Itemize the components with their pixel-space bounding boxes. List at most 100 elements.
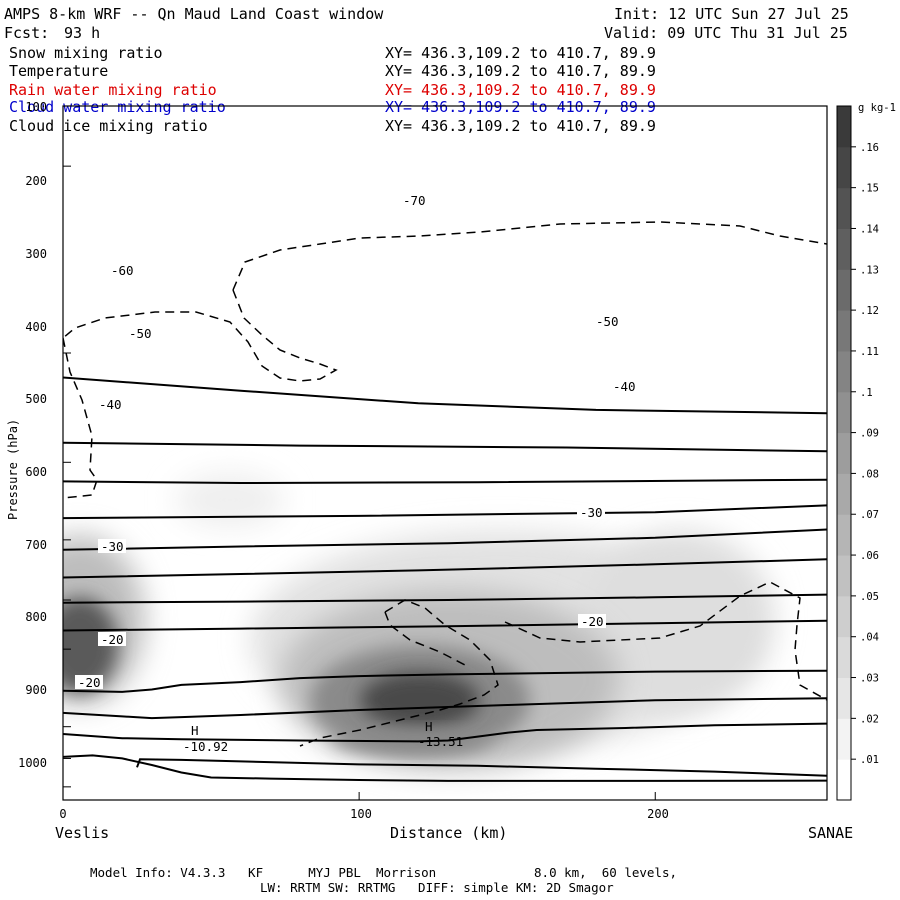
temperature-label: -40 xyxy=(99,397,122,412)
forecast-label: Fcst: xyxy=(4,24,49,42)
colorbar-label: .16 xyxy=(860,142,879,154)
temperature-label: -20 xyxy=(581,614,604,629)
colorbar-label: .12 xyxy=(860,305,879,317)
plot-frame xyxy=(62,105,828,801)
temperature-label: -50 xyxy=(596,314,619,329)
temperature-label: -50 xyxy=(129,326,152,341)
valid-time: Valid: 09 UTC Thu 31 Jul 25 xyxy=(604,24,848,42)
colorbar-label: .02 xyxy=(860,713,879,725)
y-tick-label: 400 xyxy=(25,320,47,334)
colorbar-label: .14 xyxy=(860,223,879,235)
colorbar-cell xyxy=(837,759,851,801)
cloud-ice-contour xyxy=(504,581,827,701)
cloud-ice-contour xyxy=(63,337,98,499)
y-tick-label: 300 xyxy=(25,247,47,261)
colorbar-cell xyxy=(837,146,851,189)
colorbar-label: .08 xyxy=(860,468,879,480)
temperature-label: -40 xyxy=(613,379,636,394)
temperature-contour xyxy=(63,697,827,720)
colorbar-cell xyxy=(837,350,851,393)
y-tick-label: 700 xyxy=(25,538,47,552)
extremum-mark: H xyxy=(191,723,199,738)
colorbar-label: .11 xyxy=(860,346,879,358)
colorbar-cell xyxy=(837,514,851,556)
y-tick-label: 800 xyxy=(25,610,47,624)
colorbar-cell xyxy=(837,473,851,515)
colorbar-cell xyxy=(837,636,851,679)
figure-title: AMPS 8-km WRF -- Qn Maud Land Coast wind… xyxy=(4,5,384,23)
temperature-contour xyxy=(63,528,827,551)
x-axis: 0 100 200 Veslis Distance (km) SANAE xyxy=(55,792,853,842)
x-tick-label: 100 xyxy=(350,807,372,821)
temperature-extrema: H -10.92 H -13.51 xyxy=(183,719,463,754)
temperature-label: -20 xyxy=(101,632,124,647)
y-tick-label: 1000 xyxy=(18,756,47,770)
temperature-contour xyxy=(63,619,827,632)
forecast-hour: 93 h xyxy=(64,24,100,42)
temperature-label: -70 xyxy=(403,193,426,208)
colorbar-cell xyxy=(837,106,851,148)
colorbar-cell xyxy=(837,432,851,474)
cloud-ice-contour xyxy=(232,221,827,291)
snow-mixing-ratio-shading xyxy=(63,472,775,770)
colorbar-label: .05 xyxy=(860,591,879,603)
colorbar-unit: g kg-1 xyxy=(858,102,896,114)
colorbar-cell xyxy=(837,595,851,638)
colorbar: g kg-1 .01 .02 .03 .04 .05 .06 .07 .08 .09 .1 .11.… xyxy=(836,102,896,801)
temperature-contour xyxy=(63,593,827,604)
cloud-ice-contour xyxy=(384,611,466,666)
extremum-value: -13.51 xyxy=(418,734,463,749)
colorbar-label: .13 xyxy=(860,264,879,276)
colorbar-label: .04 xyxy=(860,632,879,644)
colorbar-cell xyxy=(837,269,851,311)
extremum-mark: H xyxy=(425,719,433,734)
temperature-contour xyxy=(136,758,827,777)
cloud-ice-contours xyxy=(63,221,827,747)
colorbar-cell xyxy=(837,310,851,352)
temperature-labels: -70 -60 -50 -50 -40 -40 -30 -30 -20 -20 … xyxy=(75,193,638,690)
temperature-contour xyxy=(63,478,827,485)
field-xy: XY= 436.3,109.2 to 410.7, 89.9 xyxy=(385,81,656,99)
model-info: Model Info: V4.3.3 KF MYJ PBL Morrison 8… xyxy=(90,865,677,880)
x-tick-label: 0 xyxy=(59,807,66,821)
y-tick-label: 900 xyxy=(25,683,47,697)
temperature-label: -30 xyxy=(101,539,124,554)
model-physics: LW: RRTM SW: RRTMG DIFF: simple KM: 2D S… xyxy=(260,880,614,895)
temperature-contour xyxy=(63,669,827,693)
temperature-contour xyxy=(63,441,827,453)
colorbar-label: .09 xyxy=(860,428,879,440)
field-name: Cloud ice mixing ratio xyxy=(9,117,208,135)
temperature-label: -30 xyxy=(580,505,603,520)
colorbar-label: .01 xyxy=(860,754,879,766)
y-axis: 100 200 300 400 500 600 700 800 900 1000… xyxy=(6,100,71,788)
temperature-contour xyxy=(63,722,827,743)
colorbar-cell xyxy=(837,555,851,597)
colorbar-cell xyxy=(837,187,851,229)
colorbar-cell xyxy=(837,677,851,719)
temperature-contour xyxy=(63,558,827,579)
x-axis-label: Distance (km) xyxy=(390,824,507,842)
left-endpoint-label: Veslis xyxy=(55,824,109,842)
init-time: Init: 12 UTC Sun 27 Jul 25 xyxy=(614,5,849,23)
cloud-ice-contour xyxy=(63,289,338,382)
colorbar-cell xyxy=(837,391,851,434)
y-tick-label: 600 xyxy=(25,465,47,479)
cloud-ice-contour xyxy=(299,599,499,747)
temperature-label: -20 xyxy=(78,675,101,690)
y-tick-label: 500 xyxy=(25,392,47,406)
colorbar-cell xyxy=(837,718,851,760)
field-xy: XY= 436.3,109.2 to 410.7, 89.9 xyxy=(385,117,656,135)
y-tick-label: 200 xyxy=(25,174,47,188)
colorbar-label: .15 xyxy=(860,183,879,195)
temperature-contour xyxy=(63,376,827,415)
colorbar-label: .03 xyxy=(860,673,879,685)
y-axis-label: Pressure (hPa) xyxy=(6,419,20,520)
temperature-contour xyxy=(63,504,827,520)
extremum-value: -10.92 xyxy=(183,739,228,754)
field-name: Snow mixing ratio xyxy=(9,44,163,62)
field-name: Rain water mixing ratio xyxy=(9,81,217,99)
x-tick-label: 200 xyxy=(647,807,669,821)
field-xy: XY= 436.3,109.2 to 410.7, 89.9 xyxy=(385,98,656,116)
temperature-contour xyxy=(63,754,827,782)
